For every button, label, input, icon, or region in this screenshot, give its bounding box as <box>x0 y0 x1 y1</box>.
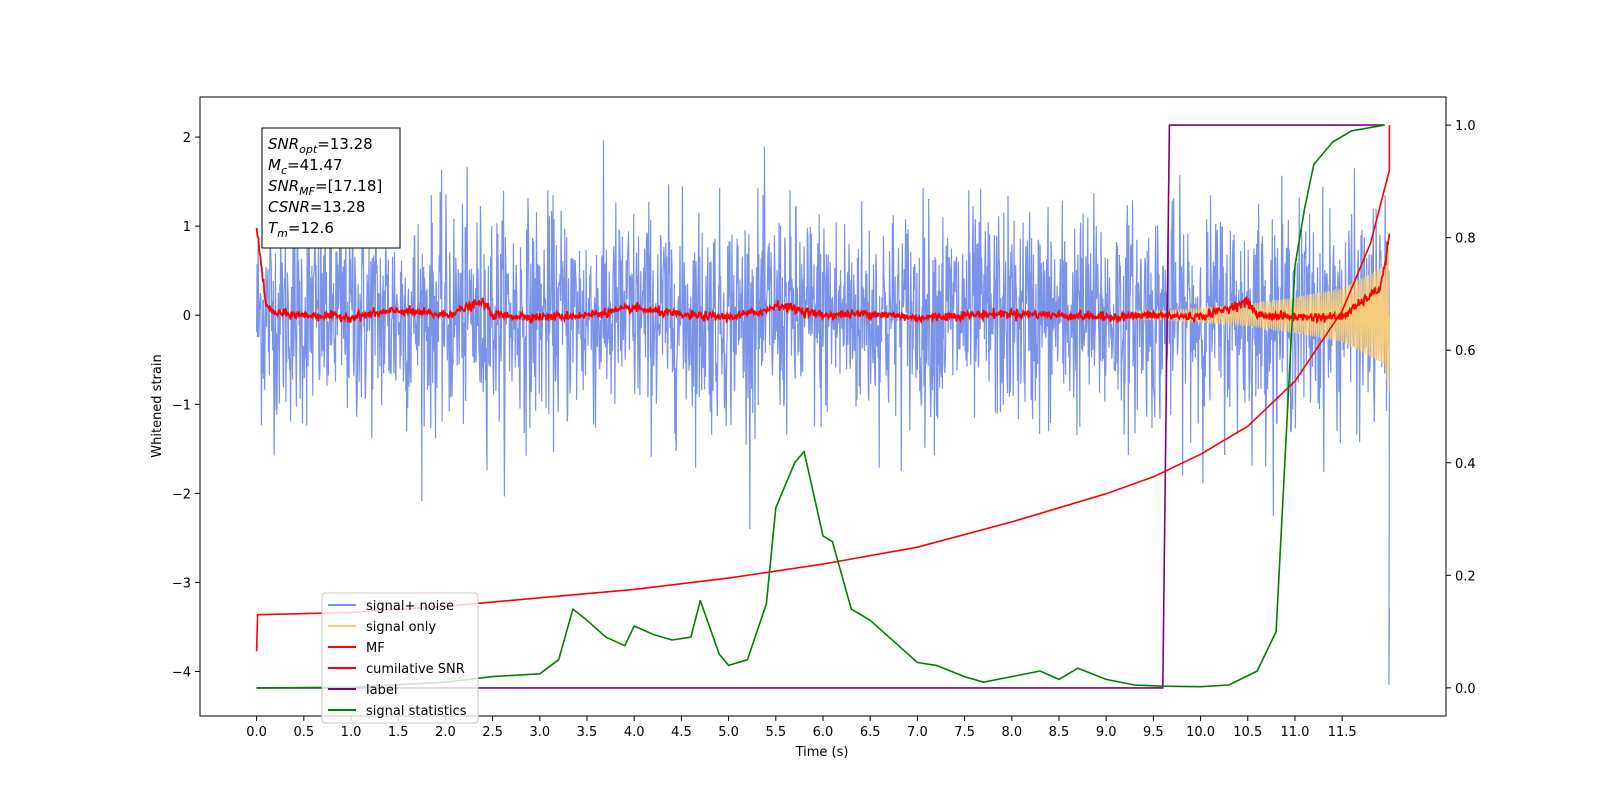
x-tick-label: 5.0 <box>718 725 739 740</box>
series-signal-only <box>1134 244 1390 393</box>
x-tick-label: 8.5 <box>1049 725 1070 740</box>
x-tick-label: 8.0 <box>1001 725 1022 740</box>
x-axis: 0.0 0.5 1.0 1.5 2.0 2.5 3.0 3.5 4.0 4.5 5.0 5.5 6.0 6… <box>246 716 1357 740</box>
series-label <box>256 124 1385 689</box>
x-axis-label: Time (s) <box>795 745 849 760</box>
legend-label: label <box>366 683 397 698</box>
legend-label: signal only <box>366 620 436 635</box>
x-tick-label: 11.5 <box>1328 725 1357 740</box>
annotation-box: SNRopt=13.28Mc=41.47SNRMF=[17.18]CSNR=13… <box>261 127 401 249</box>
x-tick-label: 11.0 <box>1280 725 1309 740</box>
x-tick-label: 0.0 <box>246 725 267 740</box>
y-tick-left-label: 2 <box>183 131 191 146</box>
series-signal-noise <box>256 140 1391 685</box>
x-tick-label: 1.5 <box>388 725 409 740</box>
legend-label: signal+ noise <box>366 599 454 614</box>
legend-label: signal statistics <box>366 704 467 719</box>
y-tick-left-label: −4 <box>172 665 191 680</box>
y-axis-label: Whitened strain <box>150 354 165 457</box>
x-tick-label: 10.5 <box>1233 725 1262 740</box>
x-tick-label: 9.5 <box>1143 725 1164 740</box>
y-tick-left-label: −1 <box>172 398 191 413</box>
x-tick-label: 1.0 <box>341 725 362 740</box>
annotation-line: CSNR=13.28 <box>268 198 365 216</box>
legend-label: cumilative SNR <box>366 662 465 677</box>
y-axis-right: 1.0 0.8 0.6 0.4 0.2 0.0 <box>1446 119 1476 697</box>
y-axis-left: 2 1 0 −1 −2 −3 −4 <box>172 131 200 680</box>
series-cumulative-snr <box>255 125 1391 652</box>
series-signal-statistics <box>256 124 1385 689</box>
y-tick-left-label: 0 <box>183 309 191 324</box>
x-tick-label: 7.0 <box>907 725 928 740</box>
x-tick-label: 2.5 <box>482 725 503 740</box>
y-tick-left-label: −2 <box>172 487 191 502</box>
x-tick-label: 4.0 <box>624 725 645 740</box>
x-tick-label: 2.0 <box>435 725 456 740</box>
x-tick-label: 4.5 <box>671 725 692 740</box>
annotation-line: Mc=41.47 <box>268 156 343 177</box>
annotation-line: SNRMF=[17.18] <box>268 177 382 198</box>
y-tick-right-label: 0.0 <box>1455 682 1476 697</box>
x-tick-label: 3.0 <box>529 725 550 740</box>
y-tick-right-label: 1.0 <box>1455 119 1476 134</box>
y-tick-right-label: 0.4 <box>1455 457 1476 472</box>
x-tick-label: 6.0 <box>813 725 834 740</box>
y-tick-right-label: 0.2 <box>1455 569 1476 584</box>
y-tick-right-label: 0.8 <box>1455 232 1476 247</box>
x-tick-label: 5.5 <box>765 725 786 740</box>
x-tick-label: 9.0 <box>1096 725 1117 740</box>
legend: signal+ noise signal only MF cumilative SNR… <box>321 592 479 724</box>
x-tick-label: 3.5 <box>577 725 598 740</box>
y-tick-right-label: 0.6 <box>1455 344 1476 359</box>
x-tick-label: 0.5 <box>293 725 314 740</box>
annotation-line: SNRopt=13.28 <box>268 135 373 156</box>
y-tick-left-label: 1 <box>183 220 191 235</box>
legend-label: MF <box>366 641 385 656</box>
annotation-line: Tm=12.6 <box>268 219 334 240</box>
x-tick-label: 10.0 <box>1186 725 1215 740</box>
y-tick-left-label: −3 <box>172 576 191 591</box>
series-mf <box>255 227 1391 325</box>
x-tick-label: 6.5 <box>860 725 881 740</box>
x-tick-label: 7.5 <box>954 725 975 740</box>
